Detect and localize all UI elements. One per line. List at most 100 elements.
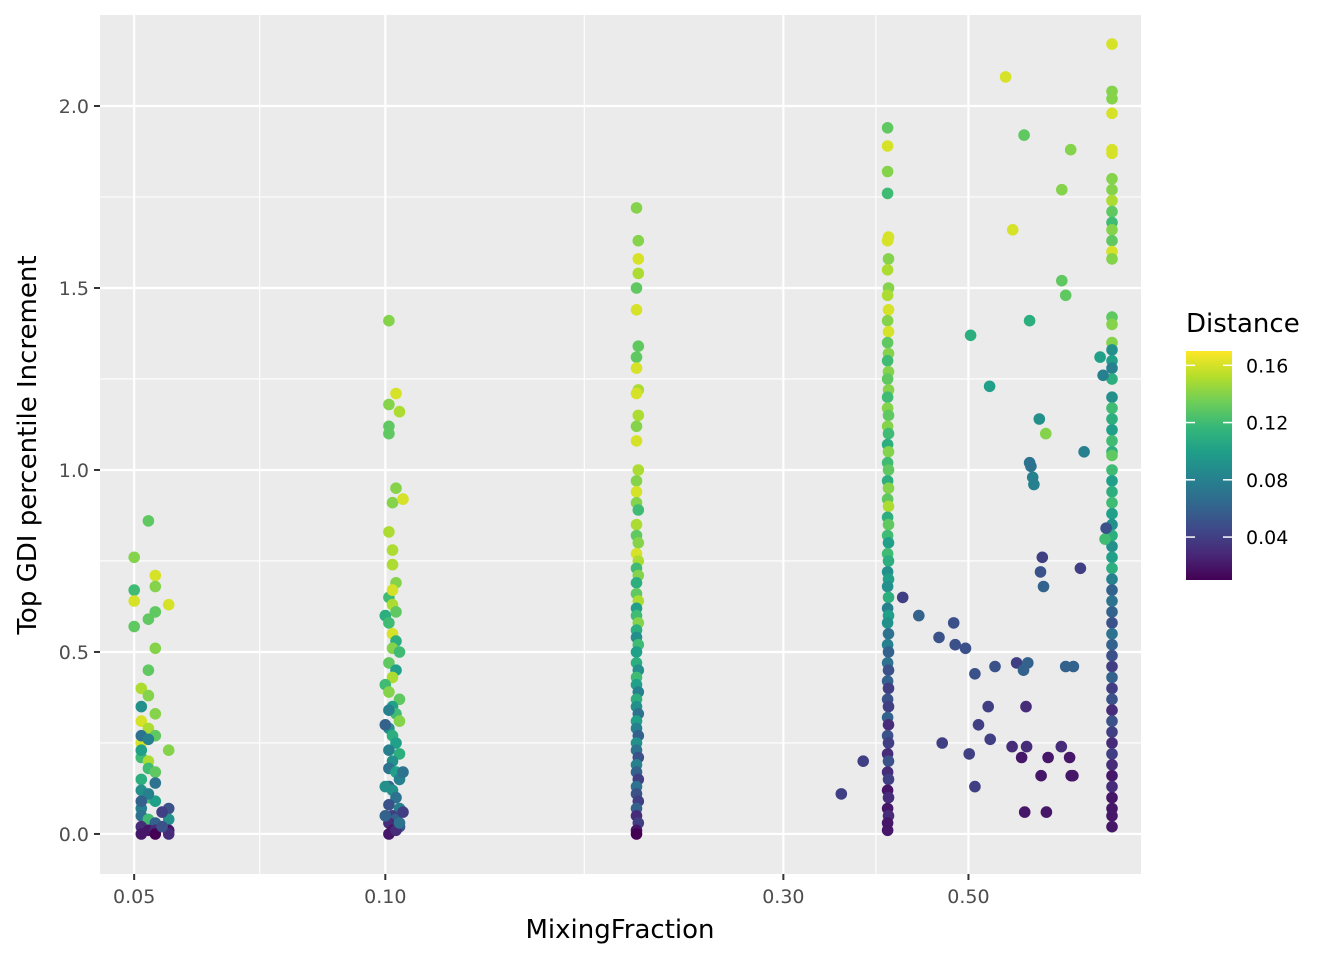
data-point [393,715,406,727]
data-point [397,766,409,778]
y-axis-ticks: 0.0 0.5 1.0 1.5 2.0 [59,96,100,846]
data-point [1106,205,1118,218]
data-point [882,518,895,531]
data-point [1106,748,1118,760]
data-point [149,766,162,778]
data-point [1106,496,1118,509]
data-point [632,464,645,476]
data-point [1056,274,1068,287]
data-point [149,777,162,789]
data-point [1106,373,1118,385]
data-point [630,387,643,400]
data-point [156,820,168,833]
data-point [881,617,894,629]
data-point [936,737,948,749]
data-point [383,657,395,669]
data-point [881,391,894,404]
data-point [1106,362,1118,374]
data-point [1106,715,1118,727]
data-point [1078,446,1090,458]
data-point [1094,351,1106,363]
data-point [393,693,406,706]
data-point [630,486,643,498]
data-point [1097,369,1109,382]
data-point [1063,751,1076,764]
data-point [1106,704,1118,716]
data-point [881,373,894,385]
data-point [1106,107,1118,120]
data-point [128,595,140,607]
data-point [149,795,162,807]
data-point [393,405,406,418]
data-point [1064,143,1077,156]
data-point [1106,318,1118,331]
data-point [386,496,399,509]
data-point [1106,424,1118,436]
data-point [881,824,894,837]
data-point [1106,38,1118,50]
data-point [1106,759,1118,771]
data-point [630,351,643,363]
data-point [1106,344,1118,356]
data-point [969,780,981,793]
data-point [1040,806,1053,818]
data-point [630,282,643,294]
data-point [999,71,1012,83]
data-point [630,362,643,374]
legend-tick-label: 0.08 [1246,470,1288,492]
data-point [149,642,162,655]
data-point [882,737,895,749]
data-point [390,791,402,804]
data-point [1106,769,1118,782]
data-point [1035,769,1047,782]
data-point [963,748,975,760]
color-legend: Distance 0.04 0.08 0.12 0.16 [1186,309,1300,580]
data-point [386,671,399,684]
data-point [142,515,155,527]
data-point [882,700,895,713]
data-point [882,537,895,549]
data-point [1042,751,1054,764]
data-point [630,577,643,589]
y-axis-title: Top GDI percentile Increment [13,255,43,635]
data-point [1106,628,1118,640]
data-point [881,336,894,349]
data-point [1100,522,1112,534]
data-point [882,500,895,513]
data-point [142,788,155,800]
data-point [128,620,140,633]
data-point [1018,806,1031,818]
data-point [882,555,895,567]
data-point [630,518,643,531]
data-points [128,38,1118,840]
data-point [1106,173,1118,185]
data-point [383,617,395,629]
data-point [1106,649,1118,662]
data-point [632,340,645,353]
data-point [984,733,996,746]
data-point [1106,413,1118,425]
data-point [630,646,643,658]
data-point [156,806,168,818]
data-point [882,719,895,731]
data-point [390,606,402,618]
data-point [135,828,148,840]
data-point [1106,183,1118,196]
data-point [882,304,895,316]
data-point [149,569,162,582]
data-point [1036,551,1049,564]
data-point [1074,562,1087,575]
data-point [881,314,894,327]
data-point [379,780,392,793]
data-point [632,504,645,516]
data-point [1106,449,1118,462]
data-point [1106,584,1118,596]
data-point [630,202,643,214]
data-point [1020,740,1033,753]
data-point [947,617,960,629]
data-point [1106,147,1118,160]
data-point [1106,464,1118,476]
data-point [881,140,894,152]
data-point [632,537,645,549]
data-point [1106,780,1118,793]
